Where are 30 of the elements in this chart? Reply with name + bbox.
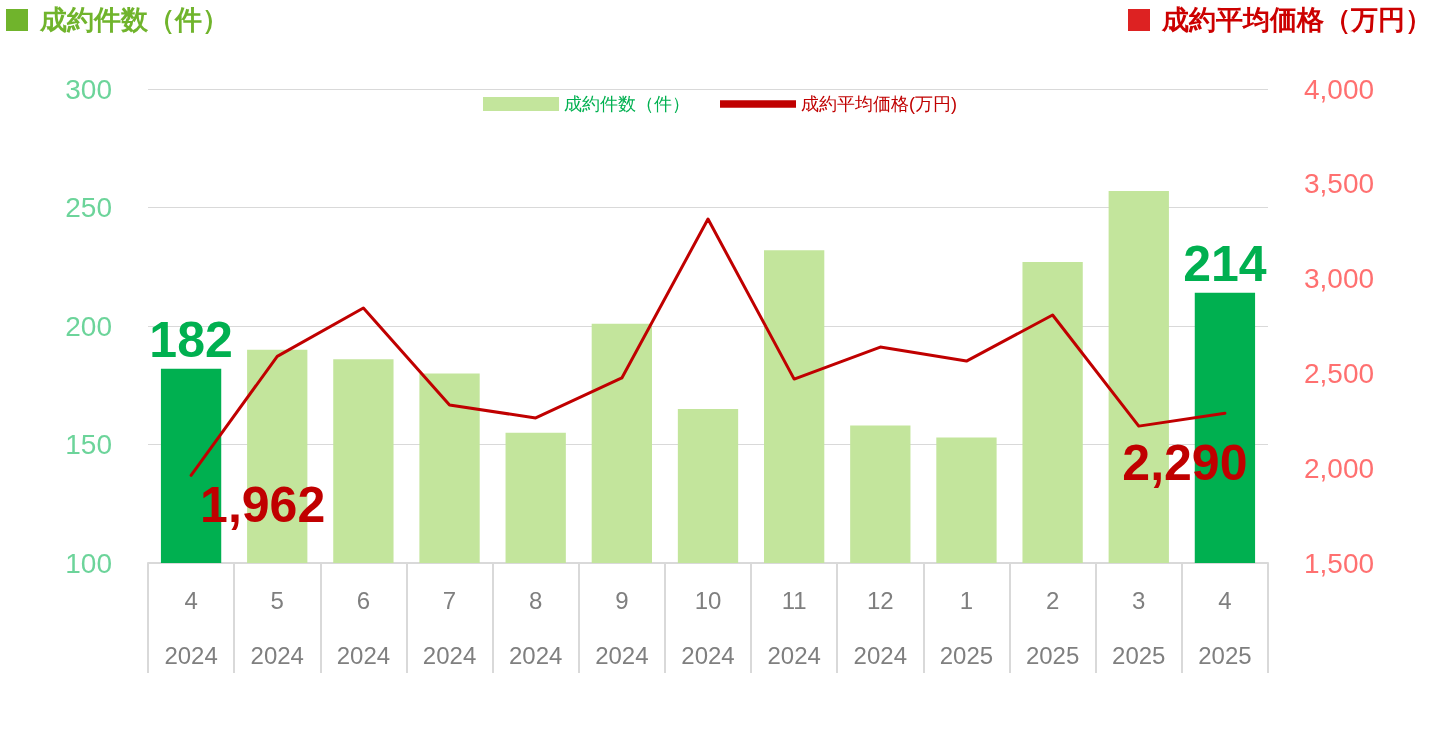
y-tick-label: 200 [65,310,112,342]
y-tick-label: 300 [65,73,112,105]
x-tick-label: 6 2024 [336,587,391,669]
x-tick-label: 3 2025 [1112,587,1166,669]
x-tick-label: 1 2025 [939,587,994,669]
y2-tick-label: 4,000 [1304,73,1375,105]
legend-label: 成約件数（件） [564,94,691,114]
y2-tick-label: 2,500 [1304,357,1375,389]
y-axis-title: 成約件数（件） [40,3,229,37]
y2-tick-label: 3,500 [1304,168,1375,200]
data-label: 182 [149,311,233,368]
x-tick-label: 10 2024 [681,587,735,669]
y2-axis-title: 成約平均価格（万円） [1162,3,1432,37]
x-tick-label: 5 2024 [250,587,304,669]
x-tick-label: 12 2024 [853,587,907,669]
x-tick-label: 2 2025 [1025,587,1080,669]
x-tick-label: 4 2024 [164,587,218,669]
legend-label: 成約平均価格(万円) [801,94,958,114]
x-tick-label: 4 2025 [1198,587,1252,669]
y-tick-label: 250 [65,192,112,223]
y-tick-label: 100 [65,547,112,579]
y2-tick-label: 2,000 [1304,452,1375,484]
x-tick-label: 11 2024 [767,587,821,669]
x-tick-label: 9 2024 [595,587,649,669]
x-tick-label: 7 2024 [422,587,477,669]
x-tick-label: 8 2024 [509,587,563,669]
y2-tick-label: 3,000 [1304,263,1375,295]
y-tick-label: 150 [65,429,112,460]
data-label: 214 [1183,235,1267,292]
y2-tick-label: 1,500 [1304,547,1375,579]
